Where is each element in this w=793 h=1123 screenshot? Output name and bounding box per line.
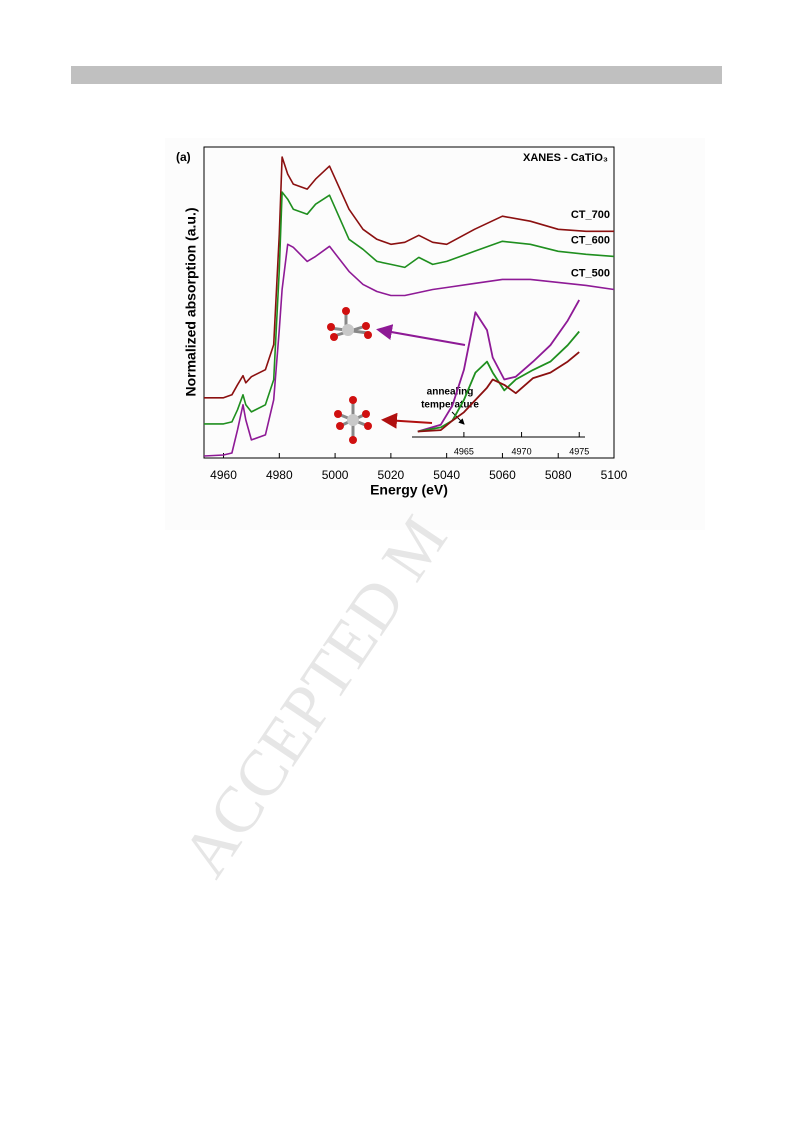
annotation: temperature bbox=[421, 400, 479, 411]
annotation: annealing bbox=[427, 387, 474, 398]
arrow bbox=[381, 412, 433, 429]
x-tick-label: 5080 bbox=[545, 468, 572, 482]
plot-frame bbox=[203, 146, 615, 459]
x-tick-label: 5020 bbox=[378, 468, 405, 482]
x-tick-label: 5040 bbox=[433, 468, 460, 482]
molecule-icon bbox=[334, 396, 372, 444]
series-line bbox=[204, 156, 614, 399]
x-tick-label: 4975 bbox=[569, 446, 589, 456]
y-axis-label: Normalized absorption (a.u.) bbox=[183, 207, 199, 396]
figure-background bbox=[165, 138, 705, 530]
series-line bbox=[204, 191, 615, 425]
x-tick-label: 5100 bbox=[601, 468, 628, 482]
series-line bbox=[417, 351, 580, 433]
x-tick-label: 4980 bbox=[266, 468, 293, 482]
x-tick-label: 4965 bbox=[454, 446, 474, 456]
legend-label: CT_600 bbox=[571, 234, 610, 246]
x-tick-label: 5060 bbox=[489, 468, 516, 482]
header-bar bbox=[71, 66, 722, 84]
legend-label: CT_500 bbox=[571, 267, 610, 279]
legend-label: CT_700 bbox=[571, 209, 610, 221]
chart-title: XANES - CaTiO₃ bbox=[523, 152, 608, 164]
x-axis-label: Energy (eV) bbox=[370, 482, 448, 498]
panel-label: (a) bbox=[176, 150, 191, 164]
molecule-icon bbox=[327, 307, 372, 341]
annotation-arrow bbox=[451, 411, 465, 425]
x-tick-label: 4970 bbox=[512, 446, 532, 456]
arrow bbox=[376, 324, 466, 346]
x-tick-label: 5000 bbox=[322, 468, 349, 482]
series-line bbox=[417, 299, 580, 433]
watermark: ACCEPTED M bbox=[168, 504, 461, 890]
series-line bbox=[203, 243, 615, 457]
x-tick-label: 4960 bbox=[210, 468, 237, 482]
